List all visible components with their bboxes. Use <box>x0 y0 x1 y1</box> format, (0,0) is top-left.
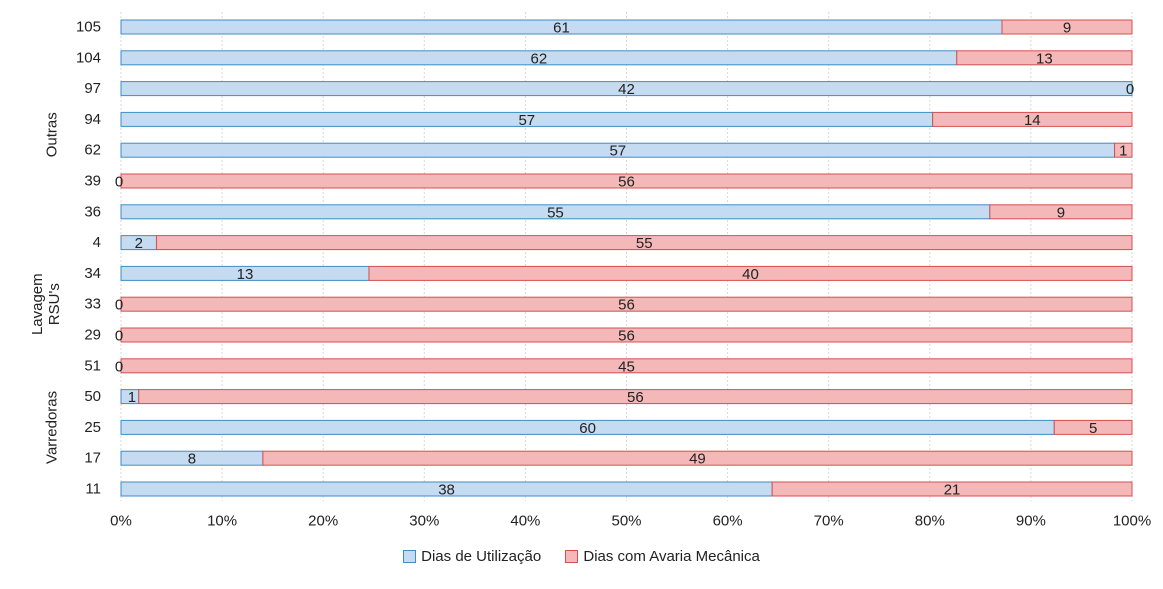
y-tick-label: 62 <box>84 142 101 159</box>
data-label-utilizacao: 38 <box>438 482 455 499</box>
bar-avaria <box>1001 19 1133 35</box>
bar-avaria <box>932 111 1133 127</box>
x-tick-label: 10% <box>207 513 237 530</box>
data-label-utilizacao: 57 <box>609 143 626 160</box>
group-label: Outras <box>44 112 61 157</box>
data-label-avaria: 14 <box>1024 112 1041 129</box>
bar-avaria <box>138 389 1133 405</box>
data-label-utilizacao: 0 <box>115 328 123 345</box>
y-tick-label: 25 <box>84 419 101 436</box>
data-label-avaria: 49 <box>689 451 706 468</box>
x-tick-label: 0% <box>110 513 132 530</box>
group-label-line: RSU's <box>46 283 63 325</box>
data-label-utilizacao: 2 <box>135 235 143 252</box>
bar-avaria <box>1114 142 1133 158</box>
group-label: Varredoras <box>44 391 61 464</box>
legend-item-avaria[interactable]: Dias com Avaria Mecânica <box>565 548 760 565</box>
y-tick-label: 33 <box>84 296 101 313</box>
legend-swatch-blue <box>403 550 417 563</box>
x-tick-labels: 0% 10% 20% 30% 40% 50% 60% 70% 80% 90% 100% <box>110 513 1151 530</box>
y-tick-label: 105 <box>76 19 101 36</box>
bar-utilizacao <box>120 81 1133 97</box>
data-label-avaria: 1 <box>1119 143 1127 160</box>
x-tick-label: 80% <box>915 513 945 530</box>
y-tick-label: 97 <box>84 80 101 97</box>
data-label-avaria: 9 <box>1057 204 1065 221</box>
y-tick-label: 17 <box>84 450 101 467</box>
y-tick-label: 94 <box>84 111 101 128</box>
x-tick-label: 100% <box>1113 513 1151 530</box>
data-label-utilizacao: 0 <box>115 174 123 191</box>
x-tick-label: 90% <box>1016 513 1046 530</box>
data-label-avaria: 56 <box>627 389 644 406</box>
legend-item-utilizacao[interactable]: Dias de Utilização <box>403 548 541 565</box>
group-labels: Outras LavagemRSU's Varredoras <box>29 112 63 464</box>
y-tick-label: 11 <box>85 481 101 498</box>
bar-avaria <box>989 204 1133 220</box>
bar-avaria <box>771 481 1133 497</box>
bar-avaria <box>262 450 1133 466</box>
data-label-avaria: 13 <box>1036 50 1053 67</box>
data-label-avaria: 40 <box>742 266 759 283</box>
data-label-avaria: 45 <box>618 358 635 375</box>
y-tick-label: 50 <box>84 388 101 405</box>
bar-avaria <box>368 265 1133 281</box>
legend-label-utilizacao: Dias de Utilização <box>421 548 542 565</box>
y-tick-labels: 105 104 97 94 62 39 36 4 34 33 29 51 50 25 17 11 <box>76 19 101 498</box>
bar-avaria <box>120 173 1133 189</box>
bar-avaria <box>956 50 1133 66</box>
data-label-avaria: 21 <box>944 482 961 499</box>
data-label-utilizacao: 62 <box>531 50 548 67</box>
x-tick-label: 50% <box>611 513 641 530</box>
data-label-avaria: 56 <box>618 297 635 314</box>
data-label-utilizacao: 0 <box>115 358 123 375</box>
bars <box>120 19 1133 497</box>
group-label-line: Lavagem <box>29 273 46 335</box>
data-label-utilizacao: 13 <box>237 266 254 283</box>
data-label-utilizacao: 1 <box>128 389 136 406</box>
data-label-utilizacao: 0 <box>115 297 123 314</box>
bar-avaria <box>120 327 1133 343</box>
y-tick-label: 29 <box>84 327 101 344</box>
data-label-utilizacao: 55 <box>547 204 564 221</box>
data-label-utilizacao: 8 <box>188 451 196 468</box>
x-tick-label: 20% <box>308 513 338 530</box>
y-tick-label: 51 <box>84 357 101 374</box>
data-label-avaria: 56 <box>618 174 635 191</box>
bar-avaria <box>155 235 1133 251</box>
legend-swatch-red <box>565 550 579 563</box>
y-tick-label: 39 <box>84 173 101 190</box>
legend-label-avaria: Dias com Avaria Mecânica <box>583 548 760 565</box>
group-label: LavagemRSU's <box>29 273 63 335</box>
data-label-utilizacao: 61 <box>553 20 570 37</box>
x-tick-label: 30% <box>409 513 439 530</box>
y-tick-label: 34 <box>84 265 101 282</box>
data-label-avaria: 55 <box>636 235 653 252</box>
data-label-utilizacao: 57 <box>518 112 535 129</box>
data-label-avaria: 0 <box>1126 81 1134 98</box>
y-tick-label: 104 <box>76 49 101 66</box>
bar-avaria <box>120 358 1133 374</box>
data-label-utilizacao: 42 <box>618 81 635 98</box>
x-tick-label: 60% <box>713 513 743 530</box>
data-label-utilizacao: 60 <box>579 420 596 437</box>
data-label-avaria: 56 <box>618 328 635 345</box>
x-tick-label: 40% <box>510 513 540 530</box>
y-tick-label: 36 <box>84 203 101 220</box>
bar-avaria <box>120 296 1133 312</box>
legend: Dias de Utilização Dias com Avaria Mecân… <box>0 548 1163 567</box>
data-label-avaria: 5 <box>1089 420 1097 437</box>
bar-avaria <box>1053 419 1133 435</box>
data-label-avaria: 9 <box>1063 20 1071 37</box>
y-tick-label: 4 <box>93 234 101 251</box>
x-tick-label: 70% <box>814 513 844 530</box>
